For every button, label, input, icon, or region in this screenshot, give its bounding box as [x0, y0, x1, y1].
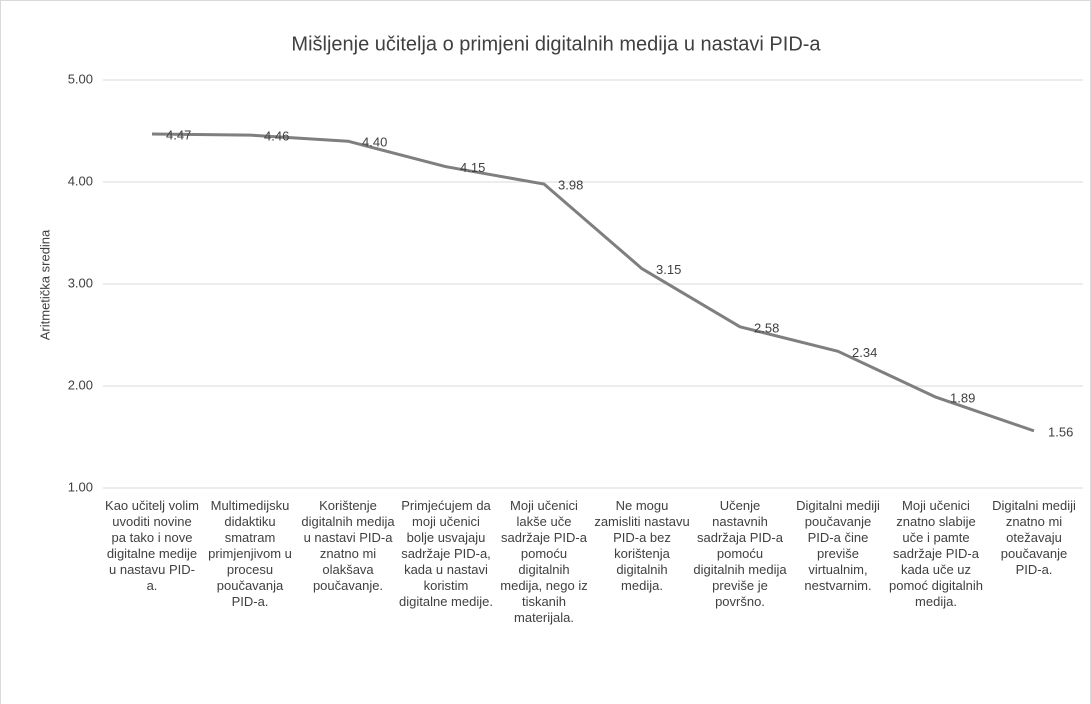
data-label: 4.46 [264, 129, 289, 144]
data-label: 1.89 [950, 391, 975, 406]
y-tick-label: 5.00 [68, 71, 93, 86]
x-tick-label: Moji učenici lakše uče sadržaje PID-a po… [500, 498, 588, 625]
data-label: 1.56 [1048, 424, 1073, 439]
y-tick-label: 3.00 [68, 275, 93, 290]
data-label: 2.58 [754, 320, 779, 335]
x-tick-label: Ne mogu zamisliti nastavu PID-a bez kori… [594, 498, 690, 593]
y-tick-label: 1.00 [68, 479, 93, 494]
chart-title: Mišljenje učitelja o primjeni digitalnih… [291, 33, 821, 55]
data-label: 3.98 [558, 177, 583, 192]
data-label: 4.47 [166, 127, 191, 142]
x-tick-label: Digitalni mediji poučavanje PID-a čine p… [796, 498, 880, 593]
data-label: 3.15 [656, 262, 681, 277]
y-axis-label: Aritmetička sredina [37, 229, 52, 340]
x-tick-label: Primjećujem da moji učenici bolje usvaja… [399, 498, 493, 609]
x-tick-label: Kao učitelj volim uvoditi novine pa tako… [105, 498, 199, 593]
x-tick-label: Korištenje digitalnih medija u nastavi P… [301, 498, 395, 593]
y-tick-label: 2.00 [68, 377, 93, 392]
data-label: 4.15 [460, 160, 485, 175]
x-tick-label: Moji učenici znatno slabije uče i pamte … [889, 498, 983, 609]
x-tick-label: Učenje nastavnih sadržaja PID-a pomoću d… [693, 498, 787, 609]
data-label: 4.40 [362, 135, 387, 150]
line [151, 132, 1035, 433]
x-tick-label: Digitalni mediji znatno mi otežavaju pou… [992, 498, 1076, 577]
y-tick-label: 4.00 [68, 173, 93, 188]
x-tick-label: Multimedijsku didaktiku smatram primjenj… [208, 498, 292, 609]
data-label: 2.34 [852, 345, 877, 360]
